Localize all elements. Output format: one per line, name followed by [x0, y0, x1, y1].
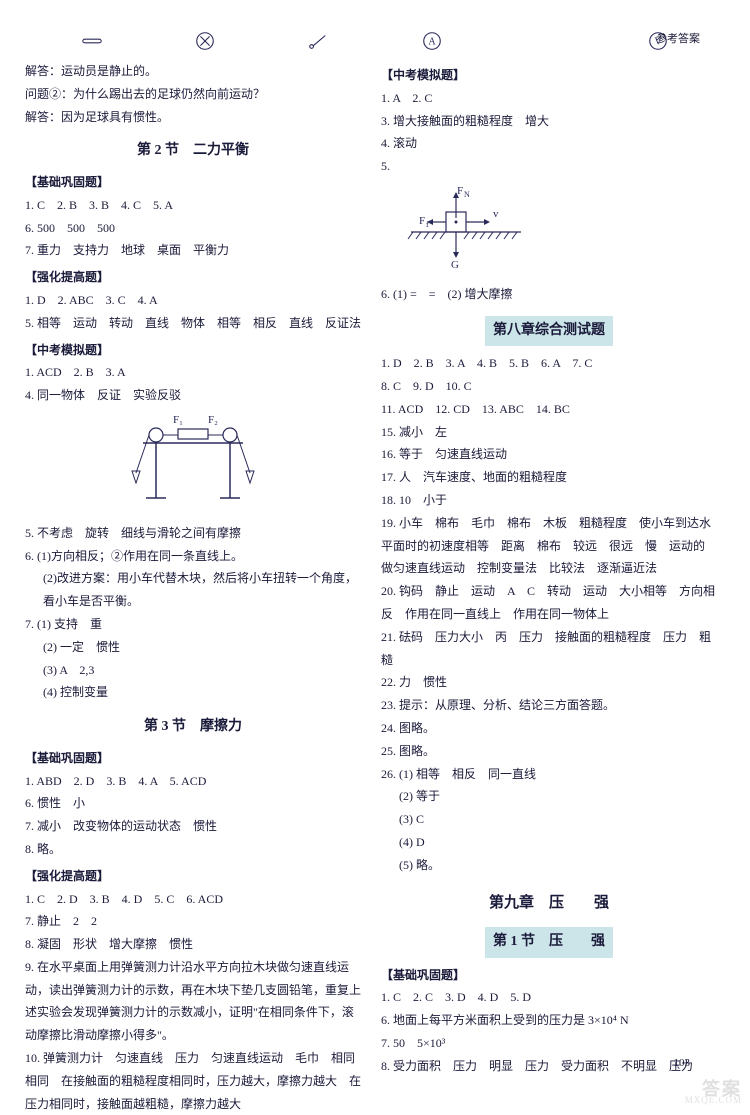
- answer-line: 6. 地面上每平方米面积上受到的压力是 3×10⁴ N: [381, 1009, 717, 1032]
- svg-text:v: v: [493, 208, 499, 220]
- answer-line: 4. 同一物体 反证 实验反驳: [25, 384, 361, 407]
- answer-line: 16. 等于 匀速直线运动: [381, 443, 717, 466]
- answer-line: 26. (1) 相等 相反 同一直线: [381, 763, 717, 786]
- answer-line: (3) A 2,3: [25, 659, 361, 682]
- answer-line: (4) D: [381, 831, 717, 854]
- answer-line: 7. 重力 支持力 地球 桌面 平衡力: [25, 239, 361, 262]
- answer-line: 5.: [381, 155, 717, 178]
- answer-line: 5. 不考虑 旋转 细线与滑轮之间有摩擦: [25, 522, 361, 545]
- answer-line: (5) 略。: [381, 854, 717, 877]
- answer-line: 7. 静止 2 2: [25, 910, 361, 933]
- enhance-heading: 【强化提高题】: [25, 266, 361, 289]
- answer-line: 1. C 2. B 3. B 4. C 5. A: [25, 194, 361, 217]
- answer-line: (2) 等于: [381, 785, 717, 808]
- answer-line: 24. 图略。: [381, 717, 717, 740]
- answer-line: 1. ABD 2. D 3. B 4. A 5. ACD: [25, 770, 361, 793]
- section-3-title: 第 3 节 摩擦力: [25, 714, 361, 741]
- switch-icon: [307, 30, 329, 52]
- answer-line: 7. (1) 支持 重: [25, 613, 361, 636]
- left-column: 解答：运动员是静止的。 问题②：为什么踢出去的足球仍然向前运动？ 解答：因为足球…: [25, 60, 361, 1115]
- answer-line: 19. 小车 棉布 毛巾 棉布 木板 粗糙程度 使小车到达水平面时的初速度相等 …: [381, 512, 717, 580]
- answer-line: (4) 控制变量: [25, 681, 361, 704]
- answer-line: 6. 500 500 500: [25, 217, 361, 240]
- right-column: 【中考模拟题】 1. A 2. C 3. 增大接触面的粗糙程度 增大 4. 滚动…: [381, 60, 717, 1115]
- answer-line: 10. 弹簧测力计 匀速直线 压力 匀速直线运动 毛巾 相同 相同 在接触面的粗…: [25, 1047, 361, 1115]
- answer-line: 6. (1) = = (2) 增大摩擦: [381, 283, 717, 306]
- exam-heading: 【中考模拟题】: [25, 339, 361, 362]
- top-icon-row: A V: [25, 30, 725, 52]
- exam-heading: 【中考模拟题】: [381, 64, 717, 87]
- page-number: 103: [674, 1057, 691, 1069]
- svg-text:G: G: [451, 259, 459, 269]
- answer-line: 8. 略。: [25, 838, 361, 861]
- answer-line: (2)改进方案：用小车代替木块，然后将小车扭转一个角度，看小车是否平衡。: [25, 567, 361, 613]
- free-body-diagram: FN Ff v G: [381, 184, 717, 277]
- pulley-table-diagram: F₁ F₂: [25, 413, 361, 516]
- answer-line: 25. 图略。: [381, 740, 717, 763]
- cross-circle-icon: [194, 30, 216, 52]
- chapter-8-test-title: 第八章综合测试题: [485, 316, 613, 347]
- answer-line: 7. 减小 改变物体的运动状态 惯性: [25, 815, 361, 838]
- answer-line: 11. ACD 12. CD 13. ABC 14. BC: [381, 398, 717, 421]
- basic-heading: 【基础巩固题】: [381, 964, 717, 987]
- answer-line: 1. C 2. C 3. D 4. D 5. D: [381, 986, 717, 1009]
- answer-line: 6. 惯性 小: [25, 792, 361, 815]
- svg-text:F₂: F₂: [208, 414, 218, 426]
- basic-heading: 【基础巩固题】: [25, 747, 361, 770]
- answer-line: (2) 一定 惯性: [25, 636, 361, 659]
- answer-line: 20. 钩码 静止 运动 A C 转动 运动 大小相等 方向相反 作用在同一直线…: [381, 580, 717, 626]
- answer-line: 3. 增大接触面的粗糙程度 增大: [381, 110, 717, 133]
- page-header-label: 参考答案: [656, 30, 700, 46]
- answer-line: 1. ACD 2. B 3. A: [25, 361, 361, 384]
- svg-text:F: F: [419, 215, 425, 227]
- chapter-9-title: 第九章 压 强: [381, 889, 717, 918]
- svg-text:F: F: [457, 185, 463, 197]
- answer-line: 7. 50 5×10³: [381, 1032, 717, 1055]
- answer-line: 6. (1)方向相反；②作用在同一条直线上。: [25, 545, 361, 568]
- enhance-heading: 【强化提高题】: [25, 865, 361, 888]
- answer-line: 1. D 2. B 3. A 4. B 5. B 6. A 7. C: [381, 352, 717, 375]
- answer-line: 1. D 2. ABC 3. C 4. A: [25, 289, 361, 312]
- intro-line: 解答：因为足球具有惯性。: [25, 106, 361, 129]
- section-2-title: 第 2 节 二力平衡: [25, 138, 361, 165]
- answer-line: 8. 凝固 形状 增大摩擦 惯性: [25, 933, 361, 956]
- answer-line: 17. 人 汽车速度、地面的粗糙程度: [381, 466, 717, 489]
- answer-line: 22. 力 惯性: [381, 671, 717, 694]
- answer-line: 18. 10 小于: [381, 489, 717, 512]
- answer-line: 15. 减小 左: [381, 421, 717, 444]
- ammeter-icon: A: [421, 30, 443, 52]
- answer-line: 23. 提示：从原理、分析、结论三方面答题。: [381, 694, 717, 717]
- watermark-sub: MXQE.COM: [685, 1095, 742, 1105]
- answer-line: 1. A 2. C: [381, 87, 717, 110]
- basic-heading: 【基础巩固题】: [25, 171, 361, 194]
- slot-icon: [81, 30, 103, 52]
- answer-line: 8. 受力面积 压力 明显 压力 受力面积 不明显 压力: [381, 1055, 717, 1078]
- intro-line: 解答：运动员是静止的。: [25, 60, 361, 83]
- answer-line: 21. 砝码 压力大小 丙 压力 接触面的粗糙程度 压力 粗糙: [381, 626, 717, 672]
- svg-text:N: N: [464, 190, 470, 199]
- svg-text:F₁: F₁: [173, 414, 183, 426]
- answer-line: 8. C 9. D 10. C: [381, 375, 717, 398]
- answer-line: 5. 相等 运动 转动 直线 物体 相等 相反 直线 反证法: [25, 312, 361, 335]
- intro-line: 问题②：为什么踢出去的足球仍然向前运动？: [25, 83, 361, 106]
- answer-line: 1. C 2. D 3. B 4. D 5. C 6. ACD: [25, 888, 361, 911]
- svg-text:A: A: [428, 37, 436, 48]
- section-9-1-title: 第 1 节 压 强: [485, 927, 613, 958]
- answer-line: 9. 在水平桌面上用弹簧测力计沿水平方向拉木块做匀速直线运动，读出弹簧测力计的示…: [25, 956, 361, 1047]
- answer-line: 4. 滚动: [381, 132, 717, 155]
- answer-line: (3) C: [381, 808, 717, 831]
